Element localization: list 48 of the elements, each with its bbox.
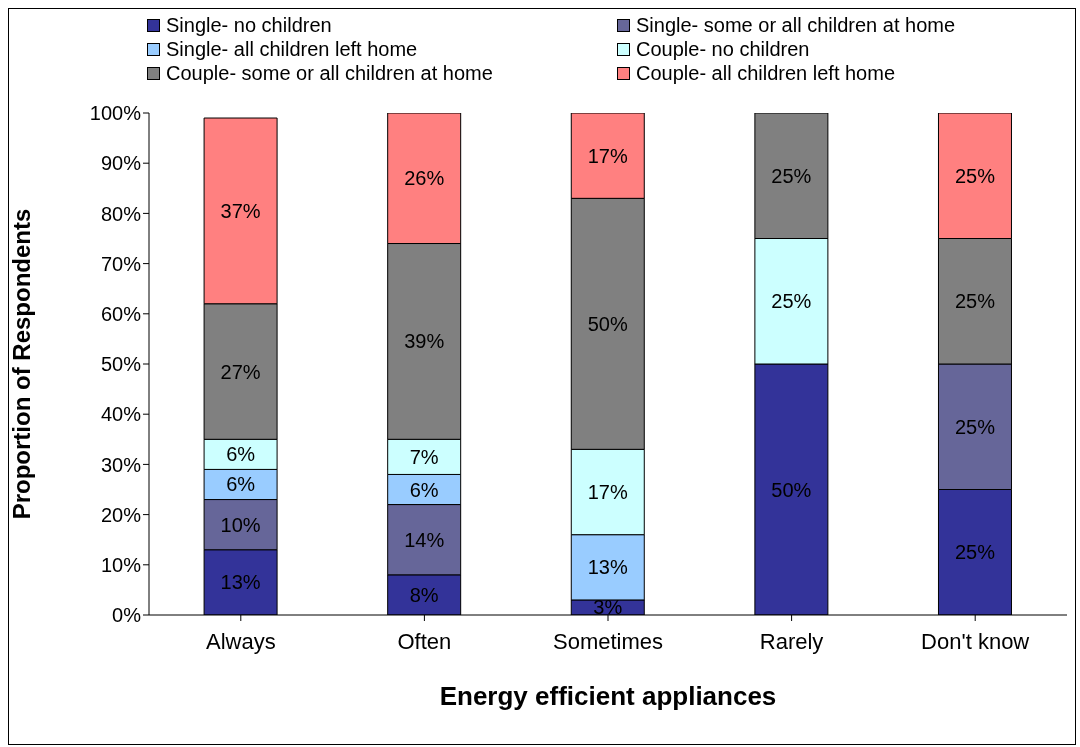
y-tick-label: 100% [89, 102, 142, 125]
x-tick-label: Always [205, 628, 276, 654]
data-label: 13% [587, 556, 629, 579]
y-tick-label: 20% [100, 503, 142, 526]
y-tick-label: 90% [100, 152, 142, 175]
data-label: 17% [587, 481, 629, 504]
x-axis-title: Energy efficient appliances [439, 681, 777, 711]
legend-label: Couple- some or all children at home [166, 61, 493, 85]
data-label: 39% [404, 330, 445, 353]
y-tick-label: 40% [100, 403, 142, 426]
y-tick-label: 0% [112, 604, 142, 627]
x-tick-label: Often [397, 628, 452, 654]
legend-label: Single- no children [166, 13, 332, 37]
legend-label: Couple- all children left home [636, 61, 896, 85]
data-label: 25% [954, 415, 996, 438]
data-label: 14% [404, 528, 445, 551]
data-label: 7% [409, 445, 439, 468]
data-label: 13% [220, 571, 261, 594]
legend-label: Couple- no children [636, 37, 810, 61]
y-tick-label: 70% [100, 252, 142, 275]
data-label: 25% [954, 290, 996, 313]
x-tick-label: Rarely [759, 628, 824, 654]
y-tick-label: 50% [100, 353, 142, 376]
data-label: 25% [771, 290, 812, 313]
data-label: 50% [587, 312, 629, 335]
data-label: 25% [771, 164, 812, 187]
legend-label: Single- some or all children at home [636, 13, 956, 37]
y-axis-title: Proportion of Respondents [7, 208, 35, 520]
data-label: 25% [954, 164, 996, 187]
data-label: 26% [404, 167, 445, 190]
data-label: 25% [954, 541, 996, 564]
data-label: 37% [220, 199, 261, 222]
legend-label: Single- all children left home [166, 37, 418, 61]
data-label: 8% [409, 583, 439, 606]
data-label: 50% [771, 478, 812, 501]
data-label: 10% [220, 513, 261, 536]
y-tick-label: 80% [100, 202, 142, 225]
y-tick-label: 60% [100, 302, 142, 325]
data-label: 27% [220, 360, 261, 383]
data-label: 6% [226, 443, 256, 466]
data-label: 3% [593, 596, 623, 619]
x-tick-label: Sometimes [552, 628, 664, 654]
data-label: 6% [409, 478, 439, 501]
y-tick-label: 10% [100, 553, 142, 576]
data-label: 6% [226, 473, 256, 496]
x-tick-label: Don't know [921, 628, 1030, 654]
y-tick-label: 30% [100, 453, 142, 476]
data-label: 17% [587, 144, 629, 167]
